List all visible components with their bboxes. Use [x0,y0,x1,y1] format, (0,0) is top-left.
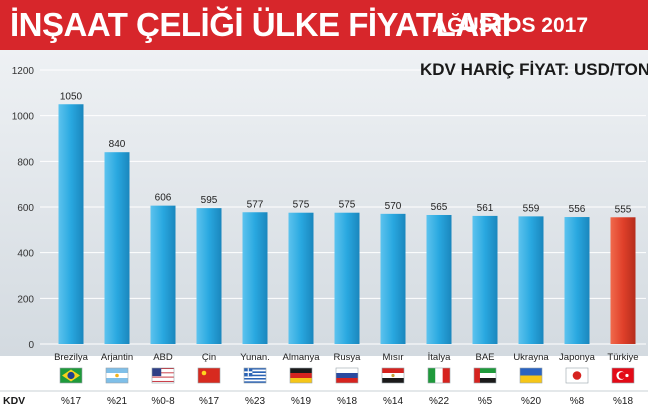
bar [150,205,176,344]
vat-rate: %0-8 [151,396,175,407]
argentina-flag [105,367,129,384]
vat-row-label: KDV [3,395,25,407]
data-label: 570 [385,201,402,212]
data-label: 556 [569,204,586,215]
x-tick-label: Çin [202,352,216,363]
egypt-flag [381,367,405,384]
vat-rate: %20 [521,396,541,407]
germany-flag [289,367,313,384]
italy-flag [427,367,451,384]
bar [196,208,222,344]
bar [288,212,314,344]
y-tick-label: 400 [17,249,34,260]
data-label: 575 [339,200,356,211]
vat-rate: %18 [337,396,357,407]
data-label: 1050 [60,91,83,102]
japan-flag [565,367,589,384]
data-label: 559 [523,203,540,214]
bar [518,216,544,344]
x-tick-label: BAE [475,352,494,363]
ukraine-flag [519,367,543,384]
greece-flag [243,367,267,384]
bar [380,213,406,344]
x-tick-label: Almanya [283,352,321,363]
y-tick-label: 0 [28,340,34,351]
bar [610,217,636,344]
x-tick-label: ABD [153,352,173,363]
vat-rate: %22 [429,396,449,407]
title-banner: İNŞAAT ÇELİĞİ ÜLKE FİYATLARI AĞUSTOS 201… [0,0,648,50]
data-label: 561 [477,203,494,214]
vat-rate: %5 [478,396,493,407]
bar [564,217,590,344]
bar [334,212,360,344]
bar [58,104,84,344]
plot-background [0,50,648,356]
x-tick-label: Yunan. [240,352,270,363]
bar-chart: 0 200 400 600 800 1000 1200 1050 Brezilya 840 Arja… [0,50,648,407]
vat-rate: %17 [61,396,81,407]
data-label: 840 [109,139,126,150]
data-label: 565 [431,202,448,213]
bar [426,214,452,344]
vat-rate: %14 [383,396,403,407]
usa-flag [151,367,175,384]
bar [104,152,130,344]
x-tick-label: İtalya [428,352,451,363]
x-tick-label: Ukrayna [513,352,549,363]
data-label: 595 [201,195,218,206]
y-tick-label: 1200 [12,66,35,77]
x-tick-label: Japonya [559,352,596,363]
vat-rate: %23 [245,396,265,407]
russia-flag [335,367,359,384]
data-label: 577 [247,199,264,210]
vat-rate: %21 [107,396,127,407]
bar [472,215,498,344]
vat-rate: %17 [199,396,219,407]
data-label: 575 [293,200,310,211]
y-tick-label: 1000 [12,112,35,123]
page-title: İNŞAAT ÇELİĞİ ÜLKE FİYATLARI [10,6,511,43]
uae-flag [473,367,497,384]
vat-note: KDV HARİÇ FİYAT: USD/TON [420,60,648,79]
y-tick-label: 600 [17,203,34,214]
x-tick-label: Arjantin [101,352,133,363]
date-label: AĞUSTOS 2017 [431,14,588,37]
x-tick-label: Türkiye [607,352,638,363]
y-tick-label: 200 [17,294,34,305]
china-flag [197,367,221,384]
data-label: 606 [155,193,172,204]
turkey-flag [611,367,635,384]
x-tick-label: Mısır [382,352,403,363]
vat-rate: %18 [613,396,633,407]
brazil-flag [59,367,83,384]
bar [242,212,268,344]
x-tick-label: Brezilya [54,352,89,363]
y-tick-label: 800 [17,157,34,168]
data-label: 555 [615,204,632,215]
vat-rate: %8 [570,396,585,407]
vat-rate: %19 [291,396,311,407]
x-tick-label: Rusya [334,352,362,363]
